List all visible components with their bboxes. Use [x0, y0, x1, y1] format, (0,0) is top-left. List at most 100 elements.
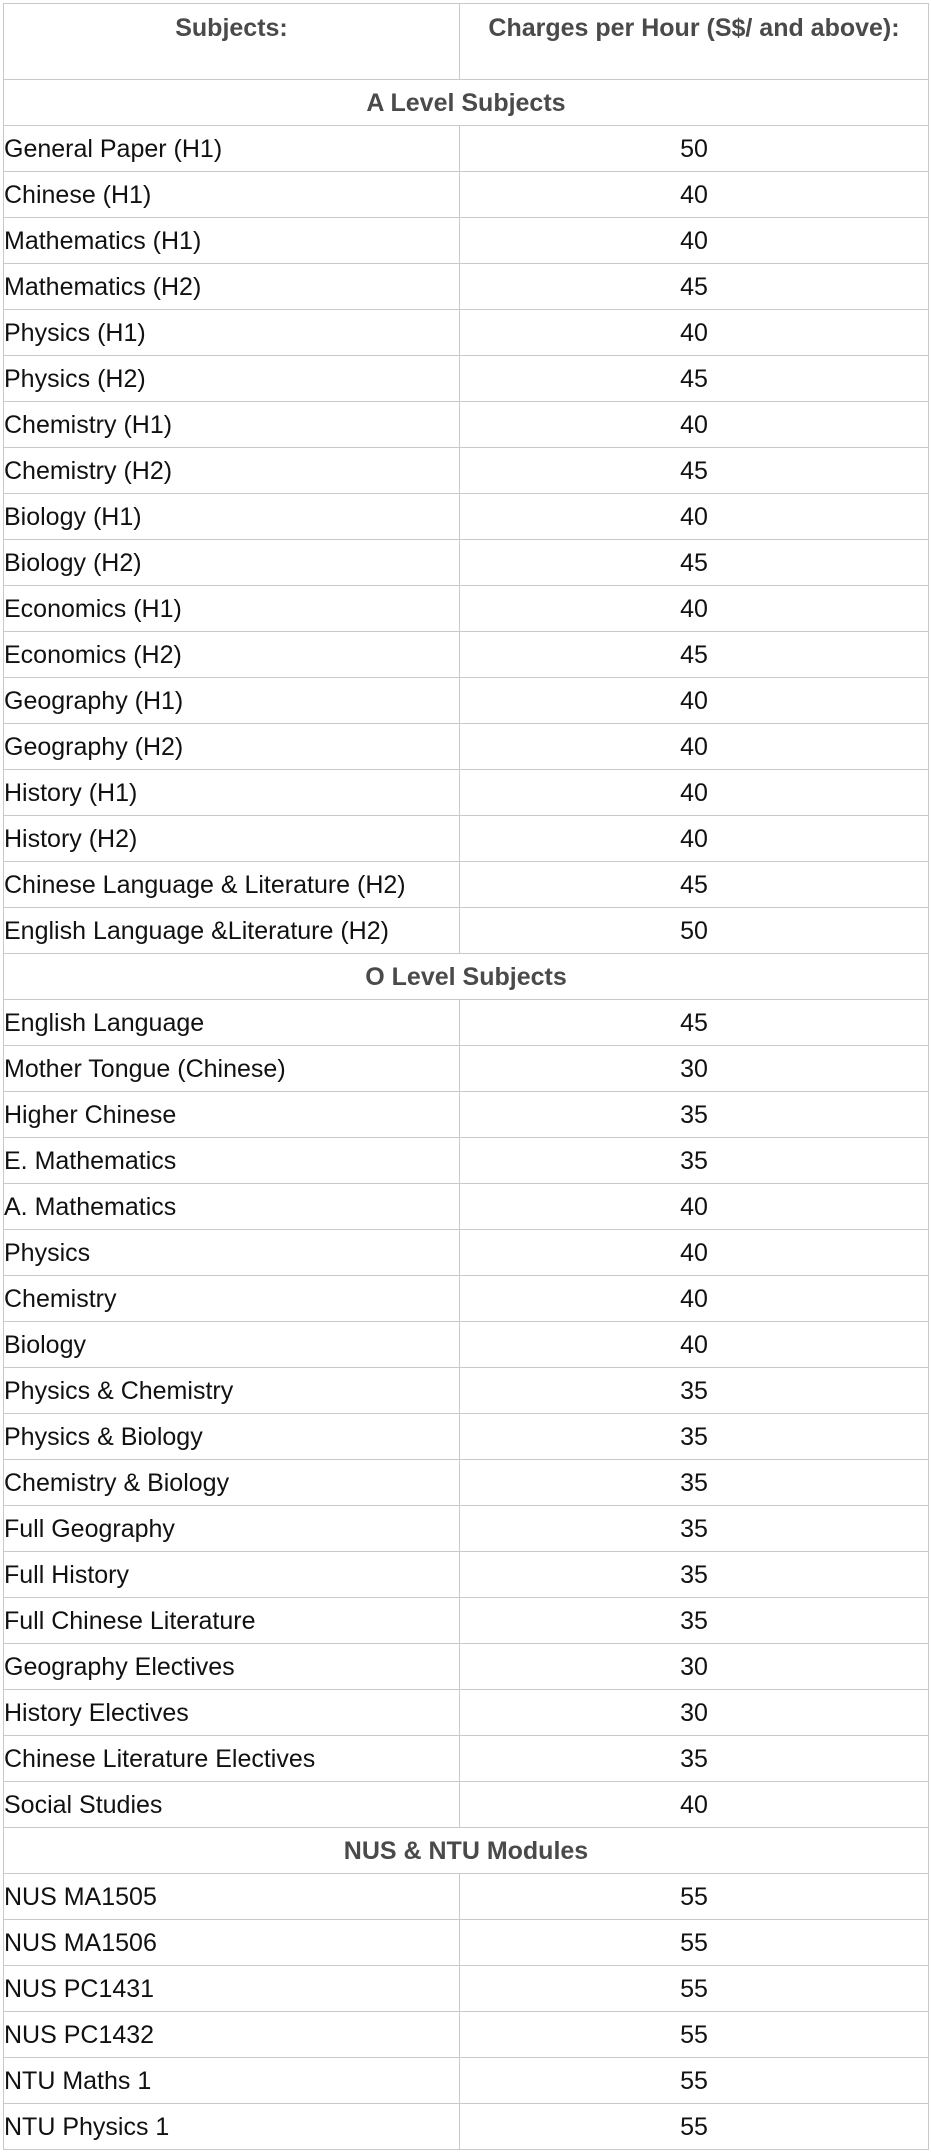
price-cell: 40 [459, 1183, 929, 1230]
price-cell: 35 [459, 1551, 929, 1598]
price-cell: 55 [459, 1965, 929, 2012]
price-cell: 40 [459, 401, 929, 448]
price-cell: 45 [459, 263, 929, 310]
table-row: Economics (H2) 45 [3, 631, 929, 678]
subject-cell: English Language [3, 999, 460, 1046]
table-row: Economics (H1) 40 [3, 585, 929, 632]
charges-column-header: Charges per Hour (S$/ and above): [459, 3, 929, 80]
table-row: History (H2) 40 [3, 815, 929, 862]
table-row: History Electives 30 [3, 1689, 929, 1736]
subject-cell: Geography Electives [3, 1643, 460, 1690]
subject-cell: Physics [3, 1229, 460, 1276]
price-cell: 40 [459, 723, 929, 770]
price-cell: 45 [459, 999, 929, 1046]
table-row: Biology 40 [3, 1321, 929, 1368]
table-row: History (H1) 40 [3, 769, 929, 816]
price-cell: 30 [459, 1643, 929, 1690]
table-body: A Level Subjects General Paper (H1) 50 Chin… [3, 79, 929, 2150]
price-cell: 35 [459, 1367, 929, 1414]
price-cell: 35 [459, 1505, 929, 1552]
table-row: Physics (H2) 45 [3, 355, 929, 402]
price-cell: 45 [459, 447, 929, 494]
table-row: NUS PC1432 55 [3, 2011, 929, 2058]
subject-cell: Mother Tongue (Chinese) [3, 1045, 460, 1092]
table-row: Chemistry (H2) 45 [3, 447, 929, 494]
table-row: Chinese (H1) 40 [3, 171, 929, 218]
subject-cell: NUS MA1505 [3, 1873, 460, 1920]
price-cell: 40 [459, 171, 929, 218]
table-row: Chinese Literature Electives 35 [3, 1735, 929, 1782]
price-cell: 35 [459, 1459, 929, 1506]
subject-cell: NTU Physics 1 [3, 2103, 460, 2150]
table-row: Full Geography 35 [3, 1505, 929, 1552]
subject-cell: Chinese Literature Electives [3, 1735, 460, 1782]
subject-cell: Physics & Biology [3, 1413, 460, 1460]
subject-cell: Higher Chinese [3, 1091, 460, 1138]
price-cell: 40 [459, 1781, 929, 1828]
table-row: General Paper (H1) 50 [3, 125, 929, 172]
table-row: NTU Maths 1 55 [3, 2057, 929, 2104]
table-row: Physics 40 [3, 1229, 929, 1276]
table-row: English Language 45 [3, 999, 929, 1046]
table-row: Physics (H1) 40 [3, 309, 929, 356]
price-cell: 40 [459, 217, 929, 264]
section-header-row: A Level Subjects [3, 79, 929, 126]
subjects-column-header: Subjects: [3, 3, 460, 80]
subject-cell: Chinese (H1) [3, 171, 460, 218]
subject-cell: Biology (H2) [3, 539, 460, 586]
table-row: Biology (H2) 45 [3, 539, 929, 586]
table-row: Geography (H1) 40 [3, 677, 929, 724]
table-row: Geography Electives 30 [3, 1643, 929, 1690]
price-cell: 30 [459, 1045, 929, 1092]
price-cell: 30 [459, 1689, 929, 1736]
subject-cell: Chemistry [3, 1275, 460, 1322]
subject-cell: Economics (H2) [3, 631, 460, 678]
section-header-row: NUS & NTU Modules [3, 1827, 929, 1874]
subject-cell: Mathematics (H2) [3, 263, 460, 310]
table-row: NUS PC1431 55 [3, 1965, 929, 2012]
table-row: Mother Tongue (Chinese) 30 [3, 1045, 929, 1092]
subject-cell: History (H1) [3, 769, 460, 816]
subject-cell: Biology [3, 1321, 460, 1368]
subject-cell: Full History [3, 1551, 460, 1598]
subject-cell: History Electives [3, 1689, 460, 1736]
price-cell: 50 [459, 125, 929, 172]
table-row: A. Mathematics 40 [3, 1183, 929, 1230]
subject-cell: Full Chinese Literature [3, 1597, 460, 1644]
price-cell: 35 [459, 1413, 929, 1460]
price-cell: 40 [459, 309, 929, 356]
subject-cell: Mathematics (H1) [3, 217, 460, 264]
subject-cell: Full Geography [3, 1505, 460, 1552]
price-cell: 35 [459, 1137, 929, 1184]
table-row: Mathematics (H1) 40 [3, 217, 929, 264]
table-row: NUS MA1505 55 [3, 1873, 929, 1920]
table-row: Chemistry (H1) 40 [3, 401, 929, 448]
price-cell: 55 [459, 2103, 929, 2150]
subject-cell: Chemistry (H2) [3, 447, 460, 494]
price-cell: 40 [459, 677, 929, 724]
price-cell: 40 [459, 815, 929, 862]
price-cell: 35 [459, 1735, 929, 1782]
price-cell: 55 [459, 2057, 929, 2104]
subject-cell: English Language &Literature (H2) [3, 907, 460, 954]
price-cell: 45 [459, 631, 929, 678]
subject-cell: Chinese Language & Literature (H2) [3, 861, 460, 908]
subject-cell: Biology (H1) [3, 493, 460, 540]
table-row: Mathematics (H2) 45 [3, 263, 929, 310]
table-row: Full Chinese Literature 35 [3, 1597, 929, 1644]
section-title: O Level Subjects [3, 953, 929, 1000]
table-row: Full History 35 [3, 1551, 929, 1598]
table-row: NUS MA1506 55 [3, 1919, 929, 1966]
table-row: Higher Chinese 35 [3, 1091, 929, 1138]
subject-cell: History (H2) [3, 815, 460, 862]
price-cell: 45 [459, 861, 929, 908]
table-row: Physics & Biology 35 [3, 1413, 929, 1460]
section-header-row: O Level Subjects [3, 953, 929, 1000]
subject-cell: E. Mathematics [3, 1137, 460, 1184]
subject-cell: A. Mathematics [3, 1183, 460, 1230]
price-cell: 55 [459, 1919, 929, 1966]
table-row: Chemistry 40 [3, 1275, 929, 1322]
subject-cell: Physics (H2) [3, 355, 460, 402]
section-title: NUS & NTU Modules [3, 1827, 929, 1874]
subject-cell: Social Studies [3, 1781, 460, 1828]
